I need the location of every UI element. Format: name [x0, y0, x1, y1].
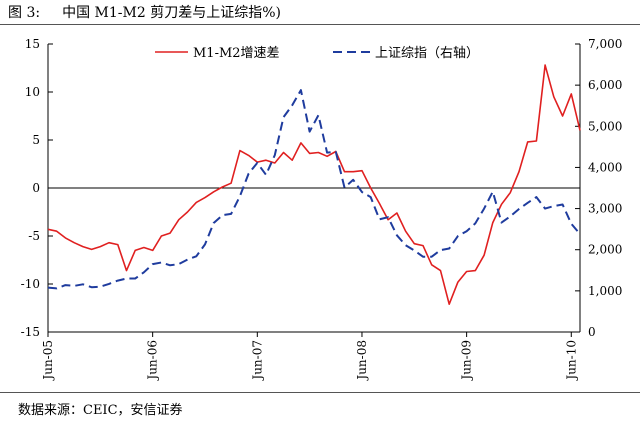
top-divider: [0, 24, 640, 25]
x-tick-label: Jun-09: [460, 340, 474, 382]
left-tick-label: 5: [32, 133, 40, 147]
right-tick-label: 3,000: [588, 202, 622, 216]
right-tick-label: 2,000: [588, 243, 622, 257]
series-line-m1m2: [47, 64, 581, 306]
right-tick-label: 1,000: [588, 284, 622, 298]
right-tick-label: 7,000: [588, 37, 622, 51]
right-tick-label: 0: [588, 325, 596, 339]
bottom-divider: [0, 392, 640, 393]
x-tick-label: Jun-07: [250, 340, 264, 382]
legend-label-m1m2: M1-M2增速差: [193, 46, 280, 61]
left-tick-label: -15: [21, 325, 40, 339]
chart-area: -15 -10 -5 0 5 10 15 0 1,000 2,000 3,000 4,000 5,00…: [21, 37, 623, 382]
figure-label: 图 3:: [8, 5, 41, 21]
right-tick-label: 5,000: [588, 119, 622, 133]
page-title: 中国 M1-M2 剪刀差与上证综指%): [62, 5, 281, 21]
left-tick-label: -10: [21, 277, 40, 291]
left-tick-label: 10: [25, 85, 40, 99]
left-tick-label: 0: [32, 181, 40, 195]
source-note: 数据来源：CEIC，安信证券: [18, 403, 183, 418]
x-tick-label: Jun-10: [564, 340, 578, 382]
x-tick-label: Jun-08: [355, 340, 369, 382]
right-tick-label: 6,000: [588, 78, 622, 92]
x-tick-label: Jun-05: [41, 340, 55, 382]
chart-title-bar: 图 3: 中国 M1-M2 剪刀差与上证综指%): [8, 2, 281, 22]
x-tick-label: Jun-06: [146, 340, 160, 382]
left-tick-label: -5: [28, 229, 40, 243]
legend: M1-M2增速差 上证综指（右轴）: [155, 46, 479, 61]
left-tick-label: 15: [25, 37, 40, 51]
series-line-shanghai-index: [47, 89, 581, 290]
right-tick-label: 4,000: [588, 160, 622, 174]
legend-label-sh: 上证综指（右轴）: [375, 46, 479, 61]
